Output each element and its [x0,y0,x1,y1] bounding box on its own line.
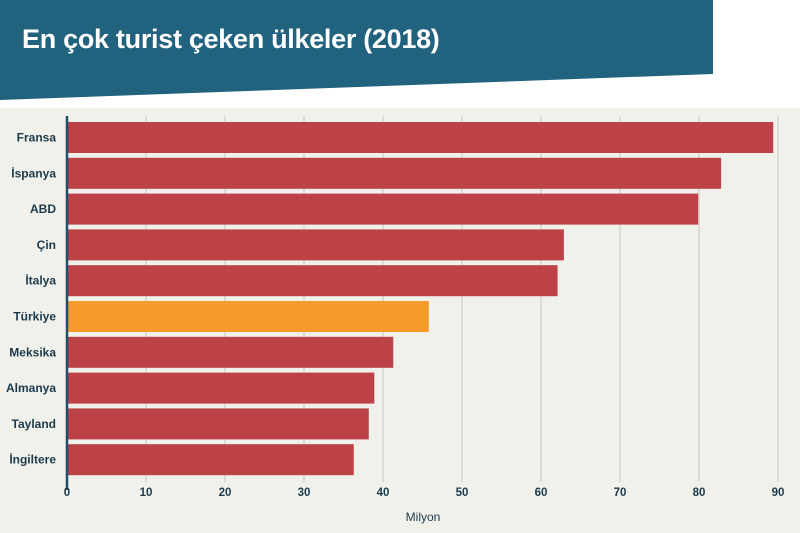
category-label: İspanya [11,165,56,180]
header-band [0,0,713,100]
category-label: Türkiye [13,310,56,324]
bar-9 [67,408,369,440]
bar-1 [67,122,774,153]
category-label: Tayland [12,417,56,431]
x-tick-label: 80 [693,487,706,499]
category-label: Meksika [9,345,56,359]
x-axis-label: Milyon [406,510,441,524]
x-tick-label: 40 [377,487,390,499]
bar-10 [67,444,354,476]
bar-3 [67,193,699,225]
header-band-shape [0,0,713,100]
category-label: İtalya [25,273,56,288]
category-label: İngiltere [9,452,56,467]
category-label: Almanya [6,381,56,395]
category-label: Çin [37,238,56,252]
x-tick-label: 50 [456,487,469,499]
bar-7 [67,336,394,368]
x-tick-label: 20 [219,487,232,499]
bar-5 [67,265,558,297]
x-tick-label: 10 [140,487,153,499]
page-title: En çok turist çeken ülkeler (2018) [22,24,440,54]
category-label: ABD [30,202,56,216]
x-tick-label: 60 [535,487,548,499]
x-tick-label: 0 [64,487,70,499]
x-tick-label: 90 [772,487,785,499]
x-tick-label: 70 [614,487,627,499]
bar-2 [67,157,722,189]
category-label: Fransa [17,131,57,145]
x-tick-label: 30 [298,487,311,499]
bar-8 [67,372,375,404]
bar-6 [67,301,429,332]
bar-4 [67,229,564,261]
